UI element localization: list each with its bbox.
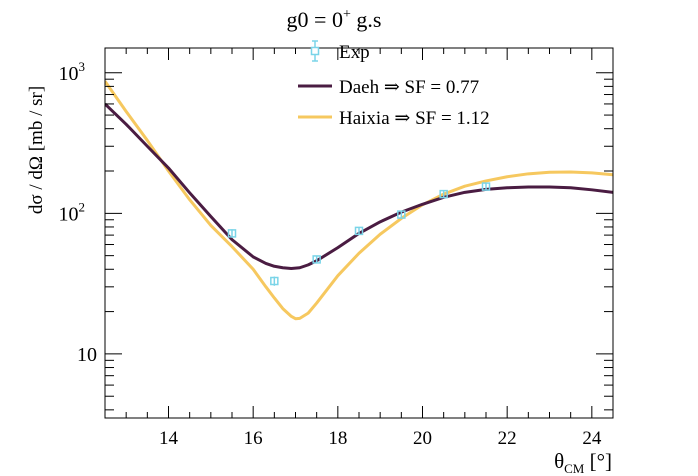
exp-marker <box>227 229 237 238</box>
exp-point <box>397 210 406 219</box>
exp-point <box>439 189 448 199</box>
legend-exp-marker <box>310 46 320 56</box>
x-tick-label: 16 <box>244 428 263 449</box>
exp-point <box>481 182 491 191</box>
x-tick-label: 24 <box>582 428 602 449</box>
plot-area <box>105 80 613 321</box>
axis-ticks: 14 16 18 20 22 24 10 102 103 <box>59 47 614 449</box>
legend-item: Daeh ⇒ SF = 0.77 <box>298 77 479 98</box>
legend: Exp Daeh ⇒ SF = 0.77 Haixia ⇒ SF = 1.12 <box>298 40 490 129</box>
x-axis-label: θCM [°] <box>554 449 612 476</box>
exp-point <box>270 276 279 286</box>
exp-marker <box>397 210 406 219</box>
legend-item: Haixia ⇒ SF = 1.12 <box>298 108 490 129</box>
exp-point <box>227 229 237 238</box>
chart-title: g0 = 0+ g.s <box>287 7 382 32</box>
y-tick-label: 10 <box>77 344 97 366</box>
exp-marker <box>354 226 364 236</box>
legend-label: Exp <box>339 42 370 63</box>
y-tick-label: 102 <box>59 199 86 225</box>
exp-marker <box>439 189 448 199</box>
x-tick-label: 20 <box>413 428 432 449</box>
legend-item: Exp <box>310 40 370 63</box>
y-axis-label: dσ / dΩ [mb / sr] <box>26 86 47 214</box>
y-tick-label: 103 <box>59 59 86 85</box>
series-line-haixia <box>105 80 613 321</box>
legend-label: Haixia ⇒ SF = 1.12 <box>339 108 490 129</box>
x-tick-label: 14 <box>159 428 179 449</box>
exp-point <box>312 255 321 264</box>
exp-marker <box>270 276 279 286</box>
exp-marker <box>312 255 321 264</box>
exp-point <box>354 226 364 236</box>
x-tick-label: 22 <box>498 428 517 449</box>
x-tick-label: 18 <box>328 428 347 449</box>
exp-marker <box>481 182 491 191</box>
legend-label: Daeh ⇒ SF = 0.77 <box>339 77 479 98</box>
